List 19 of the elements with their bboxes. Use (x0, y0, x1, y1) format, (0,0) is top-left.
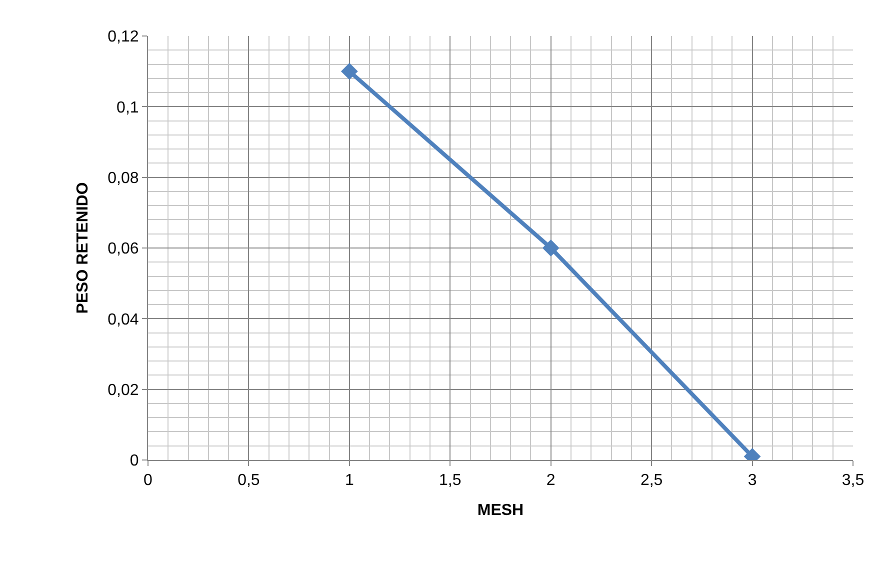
x-tick-label: 0 (144, 472, 153, 490)
y-axis-title: PESO RETENIDO (74, 182, 92, 314)
x-tick-label: 3 (748, 472, 757, 490)
x-axis-title: MESH (477, 502, 524, 519)
y-tick-label: 0,06 (108, 240, 139, 258)
x-tick-label: 2 (546, 472, 556, 490)
point (340, 62, 358, 80)
x-tick-label: 3,5 (842, 472, 864, 490)
y-tick-label: 0 (130, 452, 139, 470)
y-tick-label: 0,08 (108, 170, 139, 187)
x-tick-label: 2,5 (640, 472, 663, 490)
y-tick-label: 0,04 (108, 311, 139, 328)
point (542, 240, 560, 256)
y-tick-label: 0,02 (108, 382, 139, 399)
x-tick-label: 0,5 (238, 472, 260, 490)
x-tick-label: 1 (344, 472, 354, 490)
x-tick-label: 1,5 (439, 472, 462, 490)
y-tick-label: 0,12 (108, 28, 139, 46)
y-tick-label: 0,1 (116, 99, 139, 116)
